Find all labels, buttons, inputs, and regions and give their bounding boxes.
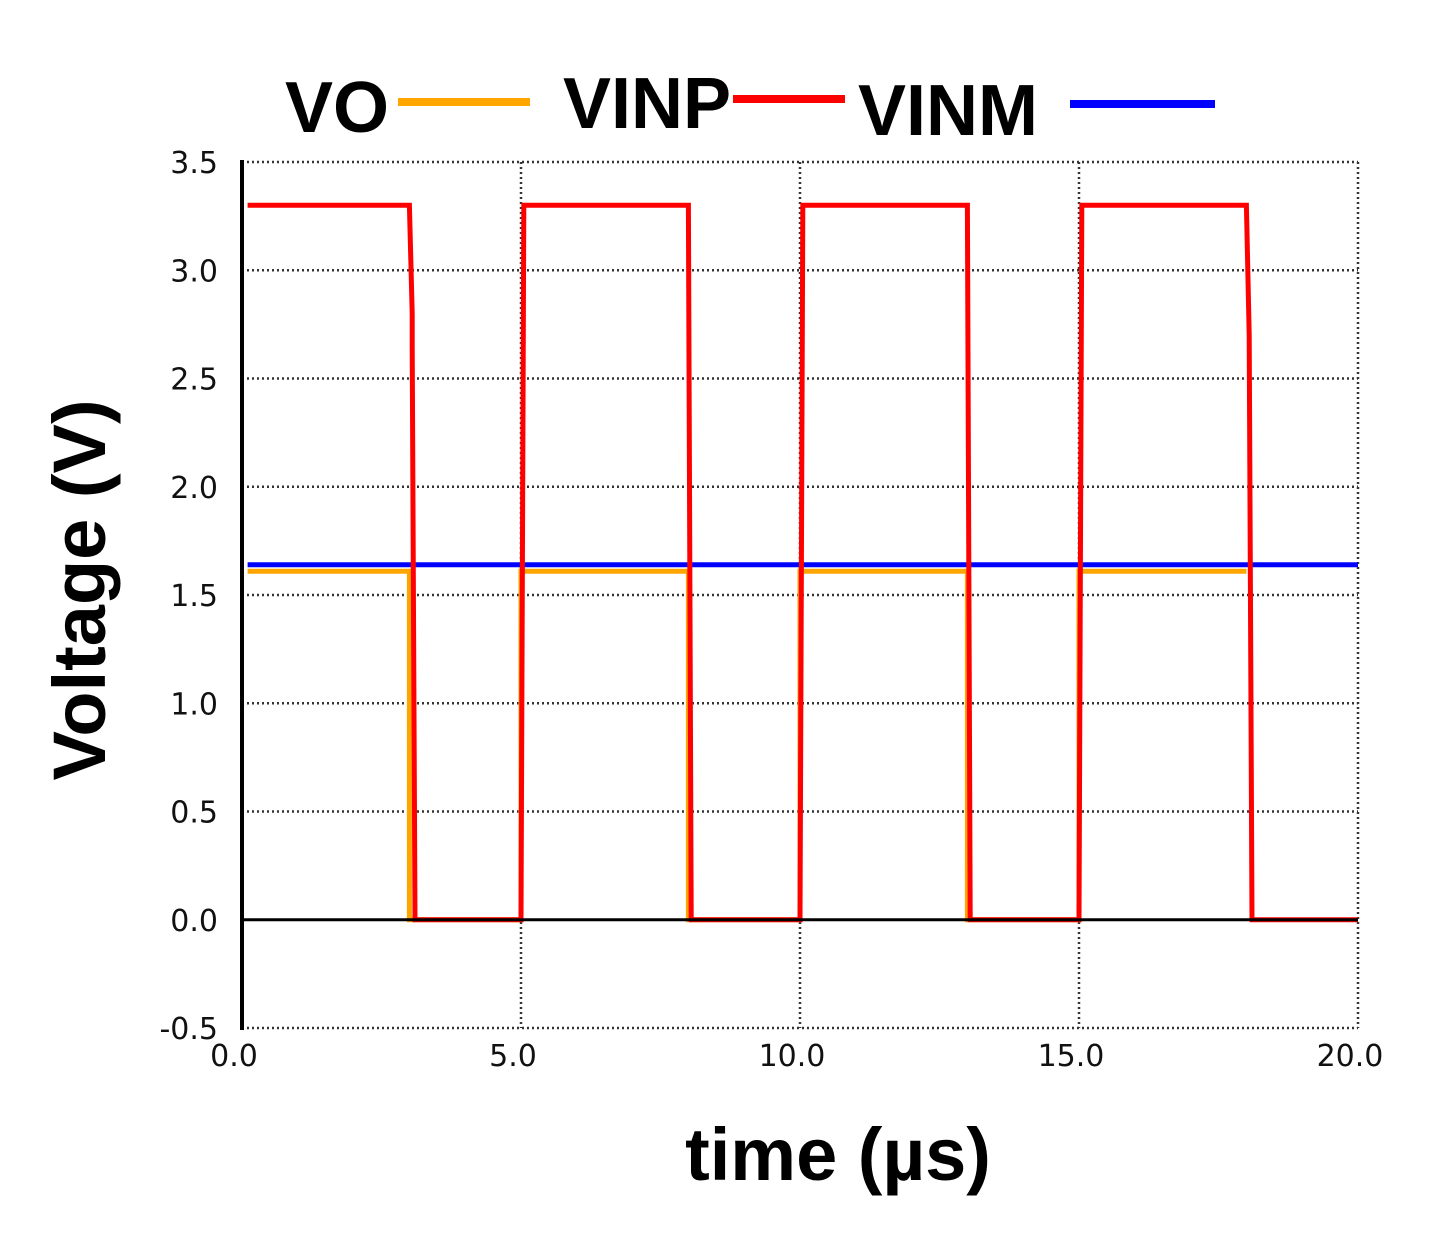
- series-layer: [247, 202, 1358, 923]
- x-tick-label: 5.0: [489, 1039, 537, 1074]
- series-line-vo: [247, 568, 1247, 923]
- y-tick-labels: -0.5 0.0 0.5 1.0 1.5 2.0 2.5 3.0 3.5: [159, 146, 218, 1047]
- legend-label-vinm: VINM: [858, 71, 1038, 151]
- y-tick-label: -0.5: [159, 1012, 218, 1047]
- x-tick-label: 0.0: [210, 1039, 258, 1074]
- x-tick-label: 20.0: [1317, 1039, 1384, 1074]
- y-axis-title: Voltage (V): [38, 400, 121, 781]
- x-tick-label: 10.0: [759, 1039, 826, 1074]
- x-axis-title: time (µs): [685, 1113, 991, 1196]
- y-tick-label: 3.5: [170, 146, 218, 181]
- x-tick-label: 15.0: [1038, 1039, 1105, 1074]
- legend-label-vo: VO: [285, 68, 389, 148]
- y-tick-label: 2.5: [170, 363, 218, 398]
- legend-label-vinp: VINP: [563, 64, 731, 144]
- y-tick-label: 0.5: [170, 796, 218, 831]
- y-tick-label: 0.0: [170, 904, 218, 939]
- y-tick-label: 1.0: [170, 687, 218, 722]
- y-tick-label: 3.0: [170, 254, 218, 289]
- y-tick-label: 2.0: [170, 471, 218, 506]
- legend: VO VINP VINM: [285, 64, 1215, 151]
- x-tick-labels: 0.0 5.0 10.0 15.0 20.0: [210, 1039, 1383, 1074]
- y-tick-label: 1.5: [170, 579, 218, 614]
